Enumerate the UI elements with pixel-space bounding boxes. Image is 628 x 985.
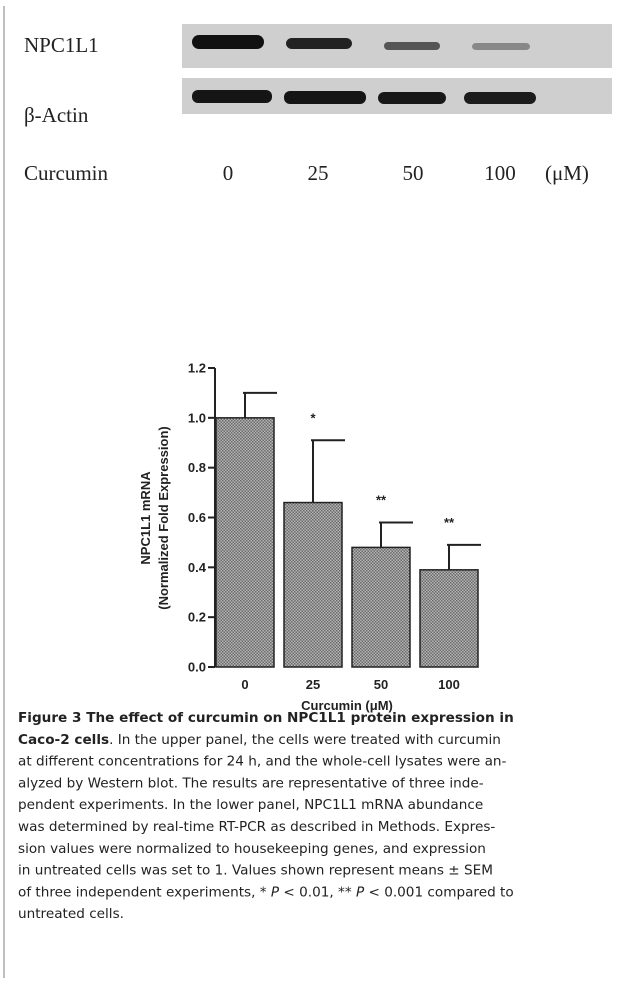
caption-run: untreated cells. bbox=[18, 906, 124, 922]
caption-line: at different concentrations for 24 h, an… bbox=[18, 754, 507, 770]
caption: Figure 3 The effect of curcumin on NPC1L… bbox=[18, 710, 514, 922]
significance: ** bbox=[444, 515, 455, 530]
x-tick-label: 100 bbox=[438, 677, 460, 692]
y-axis-label: (Normalized Fold Expression) bbox=[156, 426, 171, 609]
bar-chart: NPC1L1 mRNA (Normalized Fold Expression)… bbox=[138, 361, 481, 714]
y-tick-label: 1.2 bbox=[188, 361, 206, 376]
significance: * bbox=[310, 410, 316, 425]
caption-line: pendent experiments. In the lower panel,… bbox=[18, 797, 483, 813]
caption-line: sion values were normalized to housekeep… bbox=[18, 841, 486, 857]
caption-line: alyzed by Western blot. The results are … bbox=[18, 775, 484, 791]
dose: 0 bbox=[223, 161, 234, 185]
band bbox=[378, 92, 446, 104]
bar bbox=[216, 418, 274, 667]
caption-run: in untreated cells was set to 1. Values … bbox=[18, 863, 493, 879]
figure: NPC1L1 β-Actin Curcumin 0 25 50 100 (μM)… bbox=[0, 0, 628, 985]
y-tick-label: 0.6 bbox=[188, 510, 206, 525]
caption-run: < 0.001 compared to bbox=[364, 884, 514, 900]
caption-run: Caco-2 cells bbox=[18, 732, 109, 748]
x-tick-label: 50 bbox=[374, 677, 388, 692]
bar bbox=[352, 547, 410, 667]
band bbox=[472, 43, 530, 50]
caption-line: in untreated cells was set to 1. Values … bbox=[18, 863, 493, 879]
dose: 50 bbox=[403, 161, 424, 185]
y-tick-label: 0.0 bbox=[188, 660, 206, 675]
caption-line: of three independent experiments, * P < … bbox=[18, 884, 514, 900]
caption-run: at different concentrations for 24 h, an… bbox=[18, 754, 507, 770]
band bbox=[384, 42, 440, 50]
bar bbox=[420, 570, 478, 667]
x-tick-label: 0 bbox=[241, 677, 248, 692]
caption-run: was determined by real-time RT-PCR as de… bbox=[18, 819, 495, 835]
caption-run: < 0.01, ** bbox=[279, 884, 356, 900]
blot-row-label: NPC1L1 bbox=[24, 33, 99, 57]
caption-run: sion values were normalized to housekeep… bbox=[18, 841, 486, 857]
caption-line: was determined by real-time RT-PCR as de… bbox=[18, 819, 495, 835]
caption-run: Figure 3 The effect of curcumin on NPC1L… bbox=[18, 710, 514, 726]
blot-row-label: β-Actin bbox=[24, 103, 89, 127]
bar bbox=[284, 503, 342, 667]
dose: 25 bbox=[308, 161, 329, 185]
caption-line: Caco-2 cells. In the upper panel, the ce… bbox=[18, 732, 501, 748]
caption-line: untreated cells. bbox=[18, 906, 124, 922]
y-tick-label: 0.2 bbox=[188, 610, 206, 625]
caption-line: Figure 3 The effect of curcumin on NPC1L… bbox=[18, 710, 514, 726]
significance: ** bbox=[376, 492, 387, 507]
y-axis-label: NPC1L1 mRNA bbox=[138, 471, 153, 565]
caption-run: alyzed by Western blot. The results are … bbox=[18, 775, 484, 791]
dose: 100 bbox=[484, 161, 516, 185]
band bbox=[464, 92, 536, 104]
y-tick-label: 1.0 bbox=[188, 410, 206, 425]
band bbox=[286, 38, 352, 49]
band bbox=[192, 35, 264, 49]
western-blot: NPC1L1 β-Actin Curcumin 0 25 50 100 (μM) bbox=[24, 24, 612, 185]
band bbox=[192, 90, 272, 103]
y-tick-label: 0.4 bbox=[188, 560, 207, 575]
y-tick-label: 0.8 bbox=[188, 460, 206, 475]
band bbox=[284, 91, 366, 104]
caption-run: pendent experiments. In the lower panel,… bbox=[18, 797, 483, 813]
x-tick-label: 25 bbox=[306, 677, 320, 692]
dose-unit: (μM) bbox=[545, 161, 589, 185]
caption-run: . In the upper panel, the cells were tre… bbox=[109, 732, 501, 748]
caption-run: of three independent experiments, * bbox=[18, 884, 271, 900]
treatment-label: Curcumin bbox=[24, 161, 108, 185]
